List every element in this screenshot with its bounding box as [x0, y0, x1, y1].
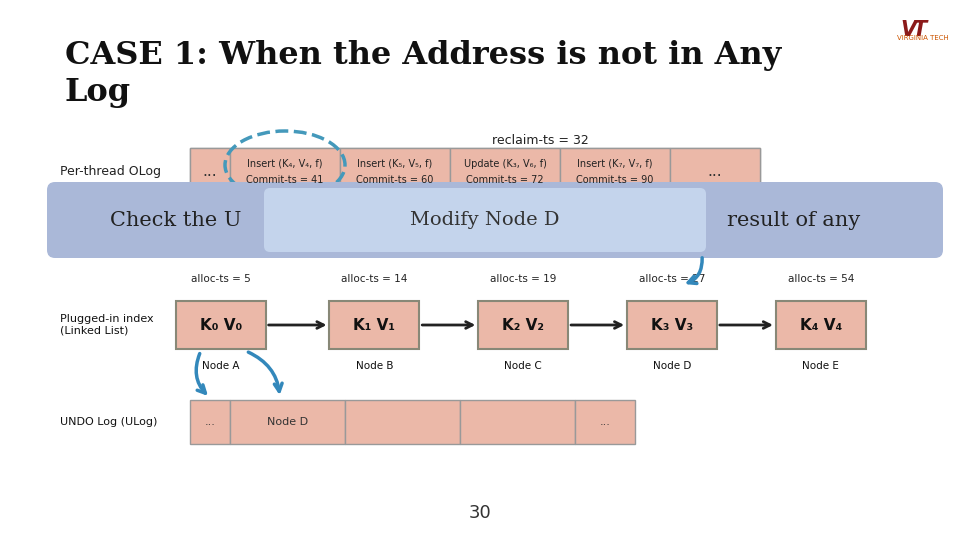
- Text: Check the U: Check the U: [110, 211, 242, 229]
- Text: Node D: Node D: [267, 417, 308, 427]
- FancyBboxPatch shape: [560, 148, 670, 196]
- Text: Insert (K₇, V₇, f): Insert (K₇, V₇, f): [577, 159, 653, 169]
- Text: Log: Log: [65, 77, 132, 108]
- Text: Node D: Node D: [653, 361, 691, 371]
- FancyBboxPatch shape: [627, 301, 717, 349]
- FancyBboxPatch shape: [47, 182, 943, 258]
- Text: VIRGINIA TECH: VIRGINIA TECH: [897, 35, 948, 41]
- Text: reclaim-ts = 32: reclaim-ts = 32: [492, 134, 588, 147]
- Text: K₂ V₂: K₂ V₂: [502, 318, 544, 333]
- Text: V: V: [900, 20, 916, 40]
- Text: Insert (K₄, V₄, f): Insert (K₄, V₄, f): [248, 159, 323, 169]
- Text: K₃ V₃: K₃ V₃: [651, 318, 693, 333]
- Text: CASE 1: When the Address is not in Any: CASE 1: When the Address is not in Any: [65, 40, 781, 71]
- Text: alloc-ts = 19: alloc-ts = 19: [490, 274, 557, 284]
- FancyBboxPatch shape: [230, 148, 340, 196]
- Text: Node E: Node E: [803, 361, 839, 371]
- Text: Commit-ts = 72: Commit-ts = 72: [467, 175, 543, 185]
- FancyBboxPatch shape: [776, 301, 866, 349]
- Text: ...: ...: [600, 417, 611, 427]
- FancyBboxPatch shape: [329, 301, 420, 349]
- Text: Update (K₃, V₆, f): Update (K₃, V₆, f): [464, 159, 546, 169]
- Text: K₀ V₀: K₀ V₀: [200, 318, 242, 333]
- Text: ...: ...: [708, 165, 722, 179]
- Text: Insert (K₅, V₅, f): Insert (K₅, V₅, f): [357, 159, 433, 169]
- Text: Commit-ts = 60: Commit-ts = 60: [356, 175, 434, 185]
- Text: Commit-ts = 90: Commit-ts = 90: [576, 175, 654, 185]
- Text: result of any: result of any: [727, 211, 860, 229]
- FancyBboxPatch shape: [460, 400, 575, 444]
- Text: K₄ V₄: K₄ V₄: [800, 318, 842, 333]
- FancyBboxPatch shape: [190, 400, 230, 444]
- Text: ...: ...: [204, 417, 215, 427]
- FancyBboxPatch shape: [670, 148, 760, 196]
- FancyBboxPatch shape: [190, 148, 230, 196]
- FancyBboxPatch shape: [575, 400, 635, 444]
- Text: alloc-ts = 27: alloc-ts = 27: [638, 274, 706, 284]
- FancyBboxPatch shape: [176, 301, 266, 349]
- FancyBboxPatch shape: [345, 400, 460, 444]
- Text: alloc-ts = 5: alloc-ts = 5: [191, 274, 251, 284]
- Text: alloc-ts = 14: alloc-ts = 14: [341, 274, 408, 284]
- Text: K₁ V₁: K₁ V₁: [353, 318, 396, 333]
- FancyBboxPatch shape: [230, 400, 345, 444]
- FancyBboxPatch shape: [478, 301, 568, 349]
- Text: T: T: [913, 20, 927, 40]
- FancyBboxPatch shape: [190, 148, 760, 196]
- Text: Node B: Node B: [355, 361, 394, 371]
- Text: Node C: Node C: [504, 361, 542, 371]
- FancyBboxPatch shape: [450, 148, 560, 196]
- FancyBboxPatch shape: [264, 188, 706, 252]
- Text: ...: ...: [203, 165, 217, 179]
- Text: Plugged-in index
(Linked List): Plugged-in index (Linked List): [60, 314, 154, 336]
- Text: Per-thread OLog: Per-thread OLog: [60, 165, 161, 179]
- Text: Modify Node D: Modify Node D: [410, 211, 560, 229]
- Text: Commit-ts = 41: Commit-ts = 41: [247, 175, 324, 185]
- FancyBboxPatch shape: [340, 148, 450, 196]
- Text: UNDO Log (ULog): UNDO Log (ULog): [60, 417, 157, 427]
- Text: 30: 30: [468, 504, 492, 522]
- Text: alloc-ts = 54: alloc-ts = 54: [787, 274, 854, 284]
- Text: Node A: Node A: [202, 361, 240, 371]
